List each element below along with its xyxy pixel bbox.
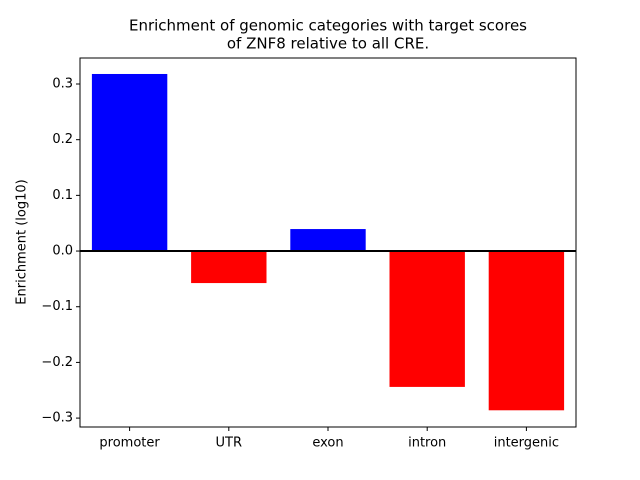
x-tick-label: UTR — [216, 436, 243, 451]
chart-title: Enrichment of genomic categories with ta… — [129, 17, 527, 35]
y-tick-label: 0.2 — [52, 132, 73, 147]
y-tick-label: −0.2 — [41, 355, 73, 370]
plot-frame — [79, 57, 577, 428]
y-tick-label: −0.3 — [41, 411, 73, 426]
x-tick-label: intron — [408, 436, 446, 451]
chart-title: of ZNF8 relative to all CRE. — [227, 35, 429, 53]
x-tick-label: exon — [312, 436, 343, 451]
bar — [488, 251, 565, 411]
y-axis-label: Enrichment (log10) — [15, 179, 30, 304]
y-tick-label: 0.1 — [52, 188, 73, 203]
bar — [389, 251, 465, 387]
x-tick-label: promoter — [99, 436, 160, 451]
y-tick-label: 0.0 — [52, 244, 73, 259]
bar — [191, 251, 267, 284]
bar — [91, 73, 168, 252]
bar — [290, 229, 366, 252]
y-tick-label: −0.1 — [41, 299, 73, 314]
x-tick-label: intergenic — [494, 436, 559, 451]
y-tick-label: 0.3 — [52, 77, 73, 92]
